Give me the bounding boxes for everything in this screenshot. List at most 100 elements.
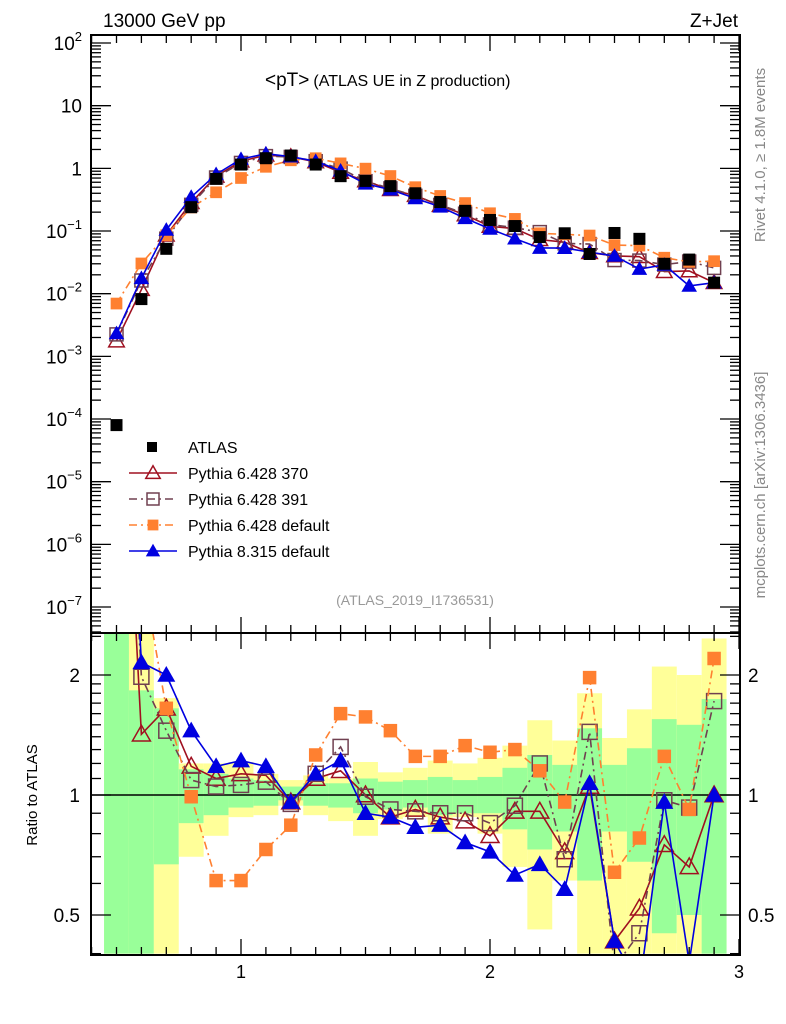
legend-marker bbox=[147, 519, 159, 531]
pythia-8-315-default-point bbox=[681, 278, 697, 292]
inner-uncertainty-band bbox=[153, 708, 179, 865]
atlas-data-point bbox=[185, 201, 198, 214]
legend: ATLAS Pythia 6.428 370 Pythia 6.428 391 Pyt… bbox=[129, 440, 330, 561]
pythia-6-428-391-ratio-point bbox=[506, 797, 524, 814]
pythia-6-428-default-ratio-point bbox=[284, 818, 298, 832]
y-tick-base: 10 bbox=[46, 598, 67, 619]
y-tick-label: 10−7 bbox=[46, 593, 82, 619]
y-tick-exponent: 2 bbox=[75, 29, 82, 44]
pythia-6-428-default-point bbox=[384, 170, 397, 182]
pythia-6-428-default-point bbox=[260, 160, 272, 173]
y-tick-label: 10−4 bbox=[46, 405, 82, 431]
pythia-6-428-default-point bbox=[633, 239, 646, 252]
pythia-8-315-default-ratio-point bbox=[530, 855, 549, 872]
pythia-8-315-default-ratio-point bbox=[481, 842, 499, 859]
pythia-6-428-default-ratio-point bbox=[582, 670, 597, 685]
pythia-6-428-default-ratio-point bbox=[682, 802, 696, 817]
pythia-6-428-default-ratio-point bbox=[632, 831, 647, 845]
x-tick-label: 2 bbox=[485, 962, 495, 982]
pythia-6-428-391-ratio-point bbox=[133, 668, 150, 685]
y-tick-label: 1 bbox=[71, 159, 82, 180]
pythia-8-315-default-point bbox=[108, 325, 125, 340]
ratio-panel-frame bbox=[90, 632, 741, 956]
y-tick-label: 10−3 bbox=[46, 342, 82, 368]
pythia-6-428-391-ratio-line bbox=[138, 633, 715, 955]
atlas-data-point bbox=[533, 231, 546, 244]
atlas-data-point bbox=[409, 187, 422, 200]
mcplots-label: mcplots.cern.ch [arXiv:1306.3436] bbox=[752, 372, 769, 599]
pythia-6-428-default-ratio-point bbox=[159, 701, 174, 716]
pythia-6-428-391-ratio-point bbox=[182, 771, 200, 789]
pythia-6-428-default-point bbox=[210, 186, 222, 199]
pythia-8-315-default-ratio-point bbox=[381, 808, 400, 824]
pythia-8-315-default-ratio-point bbox=[655, 793, 674, 809]
y-tick-base: 10 bbox=[46, 285, 67, 306]
pythia-6-428-default-point bbox=[459, 197, 471, 209]
y-tick-label: 10 bbox=[61, 97, 82, 118]
rivet-version-label: Rivet 4.1.0, ≥ 1.8M events bbox=[752, 68, 769, 242]
y-tick-exponent: −2 bbox=[67, 280, 82, 295]
legend-entry: Pythia 8.315 default bbox=[129, 543, 330, 561]
pythia-6-428-default-point bbox=[509, 213, 521, 225]
pythia-6-428-default-ratio-point bbox=[383, 723, 398, 738]
y-tick-base: 10 bbox=[46, 222, 67, 243]
ratio-tick-label-right: 0.5 bbox=[748, 906, 774, 927]
legend-label: Pythia 6.428 default bbox=[188, 518, 330, 535]
legend-label: Pythia 6.428 370 bbox=[188, 466, 308, 483]
beam-label: 13000 GeV pp bbox=[103, 11, 226, 32]
y-tick-base: 10 bbox=[46, 347, 67, 368]
atlas-data-point bbox=[708, 276, 721, 289]
legend-marker bbox=[147, 442, 157, 452]
atlas-data-point bbox=[683, 253, 696, 266]
atlas-data-point bbox=[633, 232, 646, 245]
pythia-8-315-default-ratio-point bbox=[256, 757, 275, 774]
pythia-6-428-370-ratio-point bbox=[355, 784, 376, 803]
pythia-8-315-default-ratio-point bbox=[705, 786, 724, 802]
plot-title: <pT> (ATLAS UE in Z production) bbox=[265, 70, 510, 91]
atlas-data-point bbox=[334, 170, 347, 183]
pythia-6-428-370-ratio-point bbox=[205, 767, 227, 786]
pythia-6-428-370-ratio-point bbox=[131, 723, 152, 742]
inner-uncertainty-band bbox=[676, 724, 702, 915]
pythia-8-315-default-ratio-point bbox=[356, 804, 375, 820]
legend-entry: Pythia 6.428 391 bbox=[129, 492, 308, 509]
pythia-6-428-default-ratio-point bbox=[308, 748, 323, 762]
pythia-8-315-default-ratio-point bbox=[505, 865, 524, 882]
pythia-8-315-default-ratio-point bbox=[456, 833, 475, 850]
pythia-8-315-default-point bbox=[556, 240, 573, 254]
pythia-6-428-370-point bbox=[680, 261, 699, 278]
y-tick-exponent: −5 bbox=[67, 468, 82, 483]
legend-entry: Pythia 6.428 370 bbox=[129, 464, 308, 483]
y-tick-exponent: −4 bbox=[67, 405, 82, 420]
process-label: Z+Jet bbox=[690, 11, 739, 32]
y-tick-label: 10−5 bbox=[46, 468, 82, 494]
pythia-6-428-370-point bbox=[107, 331, 126, 348]
pythia-6-428-default-point bbox=[708, 255, 720, 268]
y-tick-base: 10 bbox=[46, 473, 67, 494]
y-tick-label: 10−1 bbox=[46, 217, 82, 243]
pythia-8-315-default-ratio-point bbox=[306, 764, 325, 781]
pythia-6-428-default-ratio-point bbox=[607, 865, 622, 880]
atlas-data-point bbox=[384, 180, 397, 193]
x-tick-label: 3 bbox=[734, 962, 744, 982]
atlas-data-point bbox=[583, 247, 596, 260]
legend-label: Pythia 8.315 default bbox=[188, 544, 330, 561]
ratio-tick-label-left: 0.5 bbox=[54, 906, 80, 927]
pythia-6-428-391-ratio-point bbox=[158, 722, 175, 739]
pythia-6-428-default-point bbox=[608, 239, 621, 251]
pythia-8-315-default-point bbox=[133, 270, 150, 285]
pythia-6-428-default-ratio-point bbox=[408, 749, 423, 764]
legend-marker bbox=[144, 464, 162, 480]
pythia-6-428-370-ratio-point bbox=[654, 834, 675, 853]
inner-uncertainty-band bbox=[452, 780, 478, 814]
legend-label: ATLAS bbox=[188, 440, 238, 457]
pythia-6-428-default-ratio-point bbox=[508, 742, 522, 757]
pythia-8-315-default-ratio-point bbox=[580, 774, 599, 791]
pythia-6-428-370-ratio-point bbox=[405, 798, 426, 817]
x-tick-label: 1 bbox=[236, 962, 246, 982]
atlas-data-point bbox=[309, 158, 322, 171]
pythia-6-428-default-ratio-point bbox=[707, 651, 721, 666]
pythia-8-315-default-ratio-point bbox=[431, 816, 450, 832]
pythia-8-315-default-point bbox=[183, 189, 199, 203]
pythia-8-315-default-point bbox=[457, 210, 473, 225]
